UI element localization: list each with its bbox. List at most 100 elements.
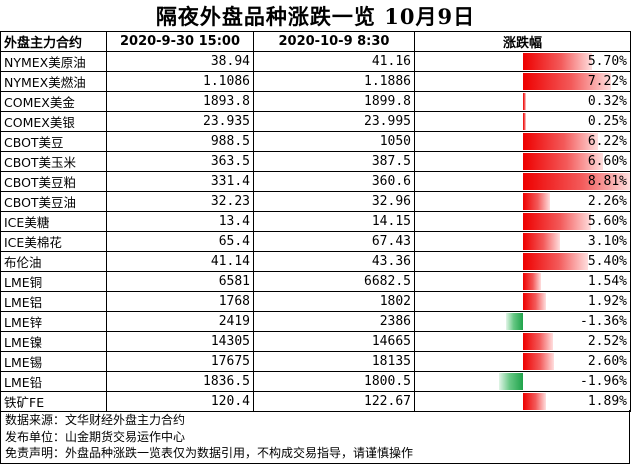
curr-value: 387.5 [253,151,415,172]
prev-value: 32.23 [106,191,254,212]
footer-disclaimer: 免责声明：外盘品种涨跌一览表仅为数据引用，不构成交易指导，请谨慎操作 [5,446,414,460]
prev-value: 120.4 [106,391,254,412]
contract-name: CBOT美豆油 [0,191,107,212]
change-label: 1.54% [587,273,627,289]
change-bar-up [522,73,611,90]
change-bar-up [522,273,542,290]
header-contract: 外盘主力合约 [0,31,107,52]
change-bar-down [505,313,523,330]
contract-name: NYMEX美燃油 [0,71,107,92]
prev-value: 38.94 [106,51,254,72]
change-label: 5.60% [587,213,627,229]
table-row: CBOT美豆油 32.23 32.96 2.26% [0,191,631,212]
header-prev-time: 2020-9-30 15:00 [106,31,254,52]
curr-value: 1050 [253,131,415,152]
prev-value: 41.14 [106,251,254,272]
change-bar-up [522,253,589,270]
prev-value: 17675 [106,351,254,372]
table-row: ICE美棉花 65.4 67.43 3.10% [0,231,631,252]
change-label: 8.81% [587,173,627,189]
prev-value: 363.5 [106,151,254,172]
table-row: LME锡 17675 18135 2.60% [0,351,631,372]
change-label: -1.96% [580,373,627,389]
curr-value: 1899.8 [253,91,415,112]
table-row: LME铅 1836.5 1800.5 -1.96% [0,371,631,392]
change-label: 0.32% [587,93,627,109]
prev-value: 13.4 [106,211,254,232]
change-bar-up [522,113,526,130]
contract-name: LME镍 [0,331,107,352]
change-bar-up [522,93,527,110]
table-row: LME铝 1768 1802 1.92% [0,291,631,312]
change-label: -1.36% [580,313,627,329]
footer-source: 数据来源：文华财经外盘主力合约 [5,413,186,427]
table-row: NYMEX美原油 38.94 41.16 5.70% [0,51,631,72]
contract-name: COMEX美金 [0,91,107,112]
table-body: NYMEX美原油 38.94 41.16 5.70% NYMEX美燃油 1.1086 1.1… [0,51,631,412]
change-cell: 1.89% [414,391,631,412]
change-bar-up [522,393,546,410]
contract-name: CBOT美玉米 [0,151,107,172]
change-label: 1.89% [587,393,627,409]
table-row: LME铜 6581 6682.5 1.54% [0,271,631,292]
change-bar-down [498,373,523,390]
curr-value: 14665 [253,331,415,352]
change-cell: 3.10% [414,231,631,252]
table-row: CBOT美豆粕 331.4 360.6 8.81% [0,171,631,192]
curr-value: 32.96 [253,191,415,212]
curr-value: 360.6 [253,171,415,192]
change-cell: 0.32% [414,91,631,112]
curr-value: 1802 [253,291,415,312]
contract-name: ICE美棉花 [0,231,107,252]
quote-table: 外盘主力合约 2020-9-30 15:00 2020-10-9 8:30 涨跌… [0,31,631,412]
curr-value: 67.43 [253,231,415,252]
change-cell: -1.96% [414,371,631,392]
prev-value: 65.4 [106,231,254,252]
table-row: CBOT美豆 988.5 1050 6.22% [0,131,631,152]
change-cell: 2.26% [414,191,631,212]
table-row: COMEX美金 1893.8 1899.8 0.32% [0,91,631,112]
curr-value: 43.36 [253,251,415,272]
change-cell: 7.22% [414,71,631,92]
change-cell: 1.54% [414,271,631,292]
footer-publisher: 发布单位：山金期货交易运作中心 [5,429,186,444]
change-cell: 6.60% [414,151,631,172]
prev-value: 1768 [106,291,254,312]
change-cell: 5.40% [414,251,631,272]
change-cell: 2.60% [414,351,631,372]
table-row: NYMEX美燃油 1.1086 1.1886 7.22% [0,71,631,92]
prev-value: 14305 [106,331,254,352]
change-bar-up [522,233,561,250]
curr-value: 14.15 [253,211,415,232]
contract-name: LME铜 [0,271,107,292]
contract-name: LME铝 [0,291,107,312]
curr-value: 1800.5 [253,371,415,392]
curr-value: 41.16 [253,51,415,72]
table-row: LME锌 2419 2386 -1.36% [0,311,631,332]
change-bar-up [522,293,546,310]
change-cell: 1.92% [414,291,631,312]
change-cell: 2.52% [414,331,631,352]
table-row: COMEX美银 23.935 23.995 0.25% [0,111,631,132]
change-cell: 0.25% [414,111,631,132]
curr-value: 18135 [253,351,415,372]
change-cell: -1.36% [414,311,631,332]
prev-value: 1.1086 [106,71,254,92]
contract-name: 铁矿FE [0,391,107,412]
prev-value: 988.5 [106,131,254,152]
change-bar-up [522,333,554,350]
change-label: 7.22% [587,73,627,89]
change-label: 6.60% [587,153,627,169]
contract-name: LME锌 [0,311,107,332]
contract-name: COMEX美银 [0,111,107,132]
change-bar-up [522,353,555,370]
change-label: 5.70% [587,53,627,69]
table-row: LME镍 14305 14665 2.52% [0,331,631,352]
contract-name: CBOT美豆粕 [0,171,107,192]
prev-value: 2419 [106,311,254,332]
contract-name: ICE美糖 [0,211,107,232]
change-bar-up [522,213,591,230]
change-label: 2.52% [587,333,627,349]
curr-value: 122.67 [253,391,415,412]
change-cell: 5.70% [414,51,631,72]
